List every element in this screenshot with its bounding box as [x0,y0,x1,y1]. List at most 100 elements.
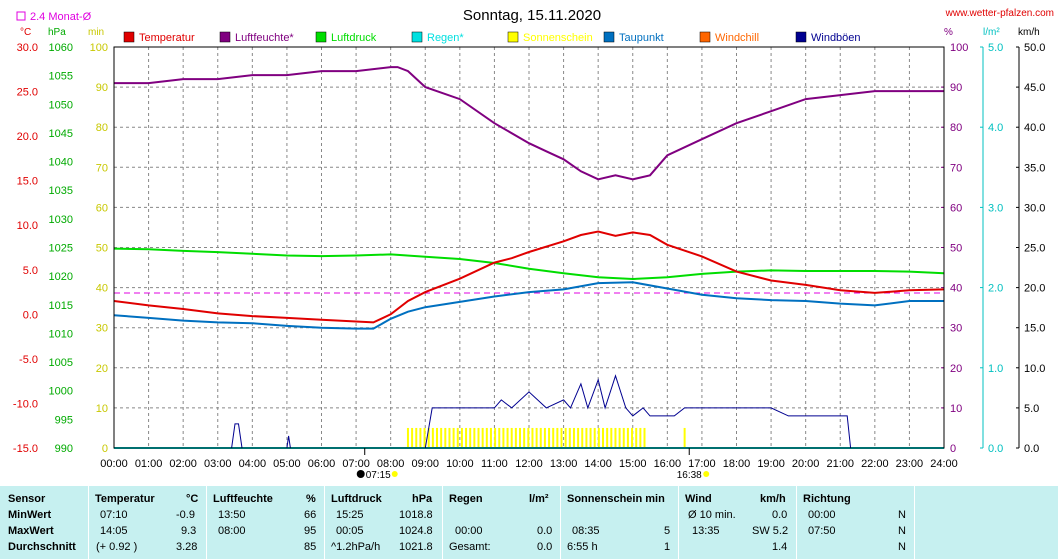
y-tick-pressure: 1000 [49,386,73,398]
hdr-rain-unit: l/m² [529,493,549,505]
y-tick-wind: 20.0 [1024,283,1045,295]
y-tick-pressure: 1030 [49,214,73,226]
row-label: MaxWert [8,525,54,537]
y-tick-temp: 30.0 [17,42,38,54]
legend-swatch [699,31,711,43]
hdr-dir: Richtung [803,493,851,505]
legend: Temperatur Luftfeuchte* Luftdruck Regen* Son… [123,31,861,44]
dir-value: N [898,525,906,537]
y-tick-pressure: 1005 [49,357,73,369]
x-tick: 13:00 [550,458,578,470]
series-temperatur [113,230,945,324]
y-tick-temp: -15.0 [13,443,38,455]
col-divider [678,486,679,559]
y-tick-pressure: 1060 [49,42,73,54]
rain-total-label: Gesamt: [449,541,491,553]
y-tick-pressure: 1025 [49,243,73,255]
x-tick: 08:00 [377,458,405,470]
col-divider [88,486,89,559]
hdr-wind: Wind [685,493,712,505]
press-time: 00:05 [336,525,364,537]
y-tick-wind: 35.0 [1024,162,1045,174]
series-luftfeuchte [114,66,944,181]
hdr-wind-unit: km/h [760,493,786,505]
x-tick: 23:00 [896,458,924,470]
avg-legend-label: 2.4 Monat-Ø [30,11,92,23]
y-tick-wind: 40.0 [1024,122,1045,134]
wind-value: 0.0 [772,509,788,521]
y-tick-humidity: 20 [950,363,962,375]
wind-time: 13:35 [692,525,720,537]
row-label: MinWert [8,509,52,521]
y-tick-temp: -5.0 [19,354,38,366]
legend-label: Taupunkt [619,32,664,44]
y-tick-pressure: 990 [55,443,73,455]
y-tick-rain: 4.0 [988,122,1003,134]
y-tick-temp: 0.0 [23,309,38,321]
hdr-sensor: Sensor [8,493,46,505]
y-tick-humidity: 90 [950,82,962,94]
legend-label: Regen* [427,32,464,44]
sun-value: 1 [664,541,671,553]
x-tick: 22:00 [861,458,889,470]
sunrise-icon [356,470,365,478]
legend-swatch [219,31,231,43]
y-tick-temp: 15.0 [17,176,38,188]
x-tick: 18:00 [723,458,751,470]
hdr-rain: Regen [449,493,483,505]
unit-temp: °C [20,27,31,38]
y-tick-humidity: 70 [950,162,962,174]
y-tick-pressure: 995 [55,414,73,426]
legend-label: Windchill [715,32,759,44]
series-luftdruck [113,247,945,281]
x-tick: 09:00 [411,458,439,470]
hdr-sun: Sonnenschein min [567,493,665,505]
sunset-dot-icon [703,471,710,477]
y-tick-wind: 30.0 [1024,202,1045,214]
unit-rain: l/m² [983,27,1000,38]
row-label: Durchschnitt [8,541,76,553]
dir-time: 07:50 [808,525,836,537]
y-tick-wind: 5.0 [1024,403,1039,415]
y-tick-rain: 2.0 [988,283,1003,295]
y-tick-pressure: 1015 [49,300,73,312]
stats-row-min: MinWert 07:10 -0.9 13:50 66 15:25 1018.8… [0,509,1058,523]
hum-value: 85 [304,541,317,553]
y-tick-wind: 25.0 [1024,243,1045,255]
y-tick-rain: 5.0 [988,42,1003,54]
y-tick-minutes: 70 [96,162,108,174]
legend-label: Luftfeuchte* [235,32,294,44]
y-tick-minutes: 10 [96,403,108,415]
y-tick-humidity: 40 [950,283,962,295]
x-tick: 02:00 [169,458,197,470]
legend-label: Sonnenschein [523,32,593,44]
axes: 30.0 25.0 20.0 15.0 10.0 5.0 0.0 -5.0 -10.0 -15.0… [13,42,1046,470]
y-tick-pressure: 1010 [49,328,73,340]
sun-time: 08:35 [572,525,600,537]
press-value: 1018.8 [399,509,433,521]
hum-value: 95 [304,525,317,537]
stats-panel: Sensor Temperatur °C Luftfeuchte % Luftd… [0,486,1058,559]
y-tick-humidity: 80 [950,122,962,134]
temp-time: 14:05 [100,525,128,537]
hdr-temp: Temperatur [95,493,155,505]
y-tick-temp: 20.0 [17,131,38,143]
x-tick: 06:00 [308,458,336,470]
y-tick-minutes: 80 [96,122,108,134]
rain-time: 00:00 [455,525,483,537]
legend-swatch [411,31,423,43]
y-tick-humidity: 60 [950,202,962,214]
y-tick-pressure: 1055 [49,71,73,83]
sunrise-time: 07:15 [366,470,391,481]
y-tick-humidity: 0 [950,443,956,455]
press-trend: ^1.2hPa/h [331,541,381,553]
x-tick: 01:00 [135,458,163,470]
legend-swatch [603,31,615,43]
y-tick-minutes: 90 [96,82,108,94]
rain-value: 0.0 [537,525,553,537]
temp-value: 3.28 [176,541,198,553]
x-tick: 20:00 [792,458,820,470]
y-tick-temp: 25.0 [17,87,38,99]
stats-row-avg: Durchschnitt (+ 0.92 ) 3.28 85 ^1.2hPa/h… [0,541,1058,555]
y-tick-pressure: 1035 [49,185,73,197]
